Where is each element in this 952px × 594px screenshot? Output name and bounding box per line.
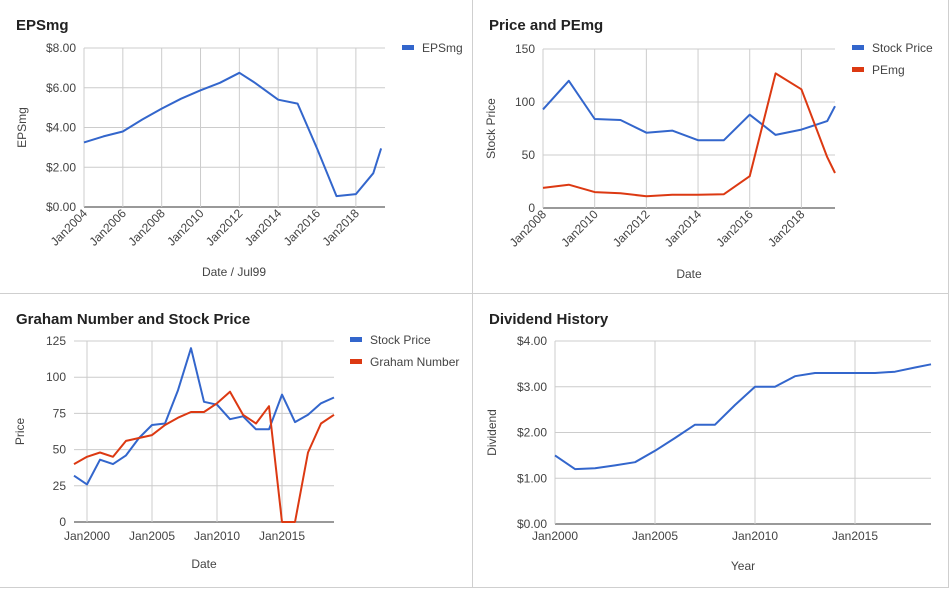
x-tick-label: Jan2018 (765, 207, 808, 250)
eps-chart-panel: EPSmg $0.00 $2.00 $4.00 $6.00 $8.00 Jan2004 Jan… (0, 0, 473, 294)
series-line-stock-price (542, 79, 836, 142)
x-tick-label: Jan2010 (164, 206, 207, 249)
y-tick-label: 100 (46, 370, 66, 384)
legend-label: Graham Number (370, 355, 459, 369)
y-tick-label: 125 (46, 334, 66, 348)
legend-swatch (852, 67, 864, 72)
x-tick-label: Jan2012 (203, 206, 246, 249)
x-tick-label: Jan2012 (610, 207, 653, 250)
y-tick-label: $0.00 (46, 200, 76, 214)
x-tick-label: Jan2006 (87, 206, 130, 249)
legend-swatch (852, 45, 864, 50)
legend-swatch (350, 337, 362, 342)
eps-chart: EPSmg$0.00$2.00$4.00$6.00$8.00Jan2004Jan… (15, 17, 463, 279)
graham-chart-panel: Graham Number and Stock Price 0 25 50 75 100 1… (0, 294, 473, 588)
x-tick-label: Jan2016 (713, 207, 756, 250)
series-line-stock-price (73, 347, 335, 486)
y-tick-label: $4.00 (517, 334, 547, 348)
legend: Stock Price Graham Number (350, 333, 459, 369)
y-tick-label: $3.00 (517, 380, 547, 394)
y-tick-label: 50 (522, 148, 536, 162)
x-tick-label: Jan2010 (194, 529, 240, 543)
y-tick-label: $2.00 (517, 426, 547, 440)
x-tick-label: Jan2015 (259, 529, 305, 543)
legend-swatch (350, 359, 362, 364)
y-tick-label: 0 (528, 201, 535, 215)
y-tick-label: 50 (53, 443, 67, 457)
x-axis-label: Date (191, 557, 217, 571)
x-tick-label: Jan2014 (242, 206, 285, 249)
chart-title: EPSmg (16, 17, 69, 34)
x-axis-label: Date (676, 267, 702, 281)
x-tick-label: Jan2005 (632, 529, 678, 543)
y-tick-label: $2.00 (46, 160, 76, 174)
y-tick-label: $1.00 (517, 471, 547, 485)
x-tick-label: Jan2005 (129, 529, 175, 543)
y-tick-label: 0 (59, 515, 66, 529)
chart-title: Price and PEmg (489, 17, 603, 34)
y-tick-label: 150 (515, 42, 535, 56)
legend: Stock Price PEmg (852, 41, 933, 77)
x-tick-label: Jan2000 (532, 529, 578, 543)
y-axis-label: Price (13, 418, 27, 446)
x-axis-label: Date / Jul99 (202, 265, 266, 279)
graham-chart: Graham Number and Stock Price 0 25 50 75 100 1… (13, 311, 459, 571)
y-axis-label: EPSmg (15, 107, 29, 148)
chart-title: Graham Number and Stock Price (16, 311, 250, 328)
legend-label: Stock Price (872, 41, 933, 55)
y-axis-label: Stock Price (484, 98, 498, 159)
legend-label: PEmg (872, 63, 905, 77)
x-axis-label: Year (731, 559, 755, 573)
chart-title: Dividend History (489, 311, 609, 328)
series-line-graham-number (73, 390, 335, 523)
legend-label: EPSmg (422, 41, 463, 55)
legend: EPSmg (402, 41, 463, 55)
x-tick-label: Jan2010 (732, 529, 778, 543)
legend-swatch (402, 45, 414, 50)
y-tick-label: $0.00 (517, 517, 547, 531)
y-tick-label: $6.00 (46, 81, 76, 95)
x-tick-label: Jan2015 (832, 529, 878, 543)
x-tick-label: Jan2016 (281, 206, 324, 249)
series-line-dividend (554, 363, 932, 471)
x-tick-label: Jan2000 (64, 529, 110, 543)
legend-label: Stock Price (370, 333, 431, 347)
price-pe-chart-panel: Price and PEmg 0 50 100 150 Jan2008 Jan2010 Jan… (473, 0, 949, 294)
dividend-chart: Dividend History $0.00 $1.00 $2.00 $3.00 $4.0… (485, 311, 932, 573)
y-tick-label: 100 (515, 95, 535, 109)
series-line-pemg (542, 72, 836, 198)
series-line-epsmg (83, 71, 383, 198)
x-tick-label: Jan2018 (320, 206, 363, 249)
y-tick-label: 75 (53, 406, 67, 420)
y-tick-label: $4.00 (46, 121, 76, 135)
y-tick-label: $8.00 (46, 41, 76, 55)
x-tick-label: Jan2008 (125, 206, 168, 249)
dividend-chart-panel: Dividend History $0.00 $1.00 $2.00 $3.00 $4.0… (473, 294, 949, 588)
y-axis-label: Dividend (485, 409, 499, 456)
x-tick-label: Jan2014 (662, 207, 705, 250)
y-tick-label: 25 (53, 479, 67, 493)
x-tick-label: Jan2010 (558, 207, 601, 250)
